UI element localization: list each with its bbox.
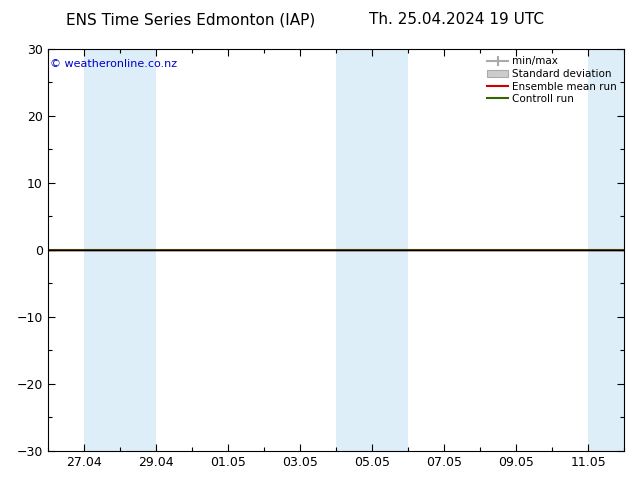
Bar: [336, 49, 408, 451]
Text: © weatheronline.co.nz: © weatheronline.co.nz: [51, 59, 178, 69]
Text: ENS Time Series Edmonton (IAP): ENS Time Series Edmonton (IAP): [65, 12, 315, 27]
Bar: [588, 49, 624, 451]
Bar: [84, 49, 156, 451]
Legend: min/max, Standard deviation, Ensemble mean run, Controll run: min/max, Standard deviation, Ensemble me…: [486, 54, 619, 106]
Text: Th. 25.04.2024 19 UTC: Th. 25.04.2024 19 UTC: [369, 12, 544, 27]
